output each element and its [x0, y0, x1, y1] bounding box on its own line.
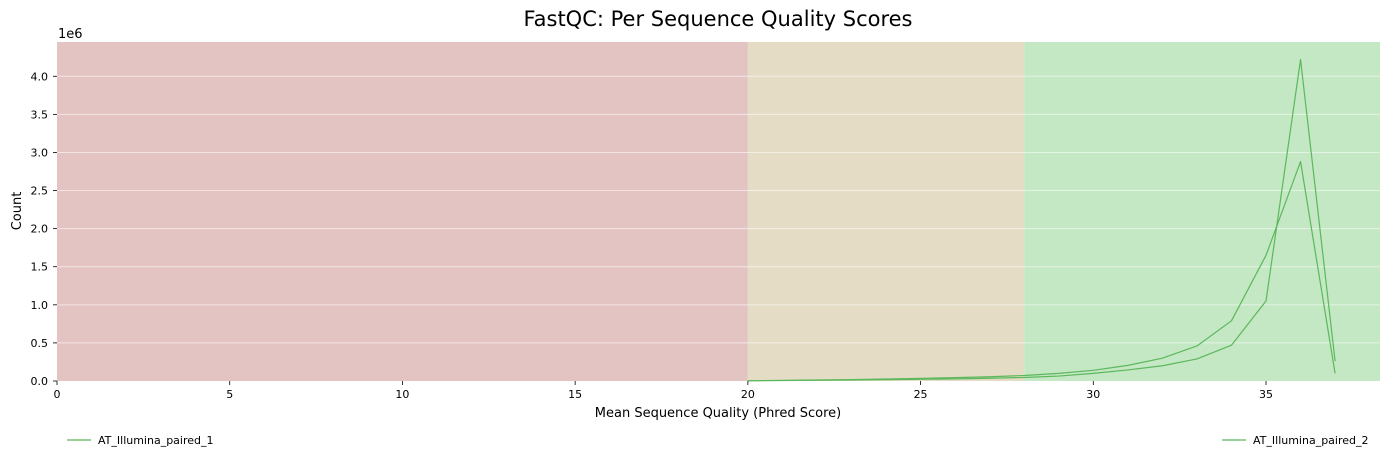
grid-lines — [57, 75, 1380, 344]
x-tick-label-6: 30 — [1086, 388, 1100, 401]
y-axis-offset-label: 1e6 — [58, 27, 83, 42]
y-tick-label-5: 2.5 — [31, 185, 49, 198]
data-lines — [747, 58, 1336, 382]
legend: AT_Illumina_paired_1 AT_Illumina_paired_… — [67, 434, 1369, 447]
y-axis: 0.0 0.5 1.0 1.5 2.0 2.5 3.0 3.5 4.0 — [31, 70, 57, 388]
y-tick-label-3: 1.5 — [31, 261, 49, 274]
y-tick-label-1: 0.5 — [31, 337, 49, 350]
x-tick-label-2: 10 — [395, 388, 409, 401]
x-axis: 0 5 10 15 20 25 30 35 — [54, 381, 1273, 401]
x-axis-label: Mean Sequence Quality (Phred Score) — [595, 406, 841, 421]
x-tick-label-0: 0 — [54, 388, 61, 401]
x-tick-label-4: 20 — [741, 388, 755, 401]
x-tick-label-5: 25 — [914, 388, 928, 401]
series-line-2[interactable] — [747, 161, 1336, 382]
legend-label-series-1: AT_Illumina_paired_1 — [98, 434, 214, 447]
y-tick-label-0: 0.0 — [31, 375, 49, 388]
y-axis-label: Count — [10, 192, 25, 231]
legend-item-series-1[interactable]: AT_Illumina_paired_1 — [67, 434, 214, 447]
background-zone-3 — [1024, 42, 1380, 381]
x-tick-label-7: 35 — [1259, 388, 1273, 401]
background-zone-1 — [57, 42, 748, 381]
legend-item-series-2[interactable]: AT_Illumina_paired_2 — [1222, 434, 1369, 447]
y-tick-label-7: 3.5 — [31, 108, 49, 121]
y-tick-label-4: 2.0 — [31, 223, 49, 236]
background-zone-2 — [747, 42, 1025, 381]
x-tick-label-3: 15 — [568, 388, 582, 401]
y-tick-label-8: 4.0 — [31, 70, 49, 83]
background-zones — [57, 42, 1380, 381]
legend-label-series-2: AT_Illumina_paired_2 — [1253, 434, 1369, 447]
chart-title: FastQC: Per Sequence Quality Scores — [523, 7, 912, 31]
y-tick-label-6: 3.0 — [31, 146, 49, 159]
x-tick-label-1: 5 — [226, 388, 233, 401]
y-tick-label-2: 1.0 — [31, 299, 49, 312]
